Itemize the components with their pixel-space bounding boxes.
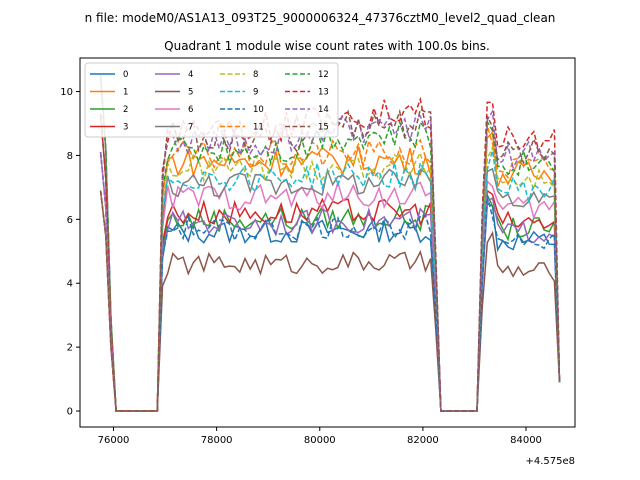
x-tick-label: 76000 xyxy=(98,435,130,446)
y-tick-label: 8 xyxy=(67,151,73,162)
series-line-1 xyxy=(99,113,561,412)
chart-title: Quadrant 1 module wise count rates with … xyxy=(164,39,490,53)
x-axis: 76000 78000 80000 82000 84000 xyxy=(98,427,542,446)
legend-label-8: 8 xyxy=(253,70,258,80)
figure-suptitle: n file: modeM0/AS1A13_093T25_9000006324_… xyxy=(85,11,556,25)
series-line-5 xyxy=(99,113,561,412)
legend-label-2: 2 xyxy=(123,105,128,115)
legend-label-13: 13 xyxy=(318,88,329,98)
x-tick-label: 82000 xyxy=(407,435,439,446)
x-offset-label: +4.575e8 xyxy=(525,456,575,467)
legend-label-3: 3 xyxy=(123,123,128,133)
legend-label-12: 12 xyxy=(318,70,329,80)
series-line-10 xyxy=(99,152,561,412)
legend-label-9: 9 xyxy=(253,88,258,98)
x-tick-label: 78000 xyxy=(201,435,233,446)
legend-label-15: 15 xyxy=(318,123,329,133)
series-line-4 xyxy=(99,75,561,412)
legend-label-5: 5 xyxy=(188,88,193,98)
axes-frame xyxy=(79,57,576,428)
y-tick-label: 2 xyxy=(67,343,73,354)
y-axis: 0 2 4 6 8 10 xyxy=(60,87,80,418)
legend-label-10: 10 xyxy=(253,105,264,115)
y-tick-label: 10 xyxy=(60,87,73,98)
legend-box xyxy=(84,62,339,138)
legend-label-1: 1 xyxy=(123,88,128,98)
legend-label-6: 6 xyxy=(188,105,193,115)
legend-label-11: 11 xyxy=(253,123,264,133)
series-line-13 xyxy=(99,96,561,412)
y-tick-label: 4 xyxy=(67,279,73,290)
series-line-9 xyxy=(99,113,561,412)
x-tick-label: 80000 xyxy=(304,435,336,446)
y-tick-label: 0 xyxy=(67,407,73,418)
series-line-7 xyxy=(99,167,561,412)
series-line-6 xyxy=(99,152,561,412)
legend-label-4: 4 xyxy=(188,70,193,80)
legend-label-0: 0 xyxy=(123,70,128,80)
y-tick-label: 6 xyxy=(67,215,73,226)
legend-label-14: 14 xyxy=(318,105,329,115)
legend-label-7: 7 xyxy=(188,123,193,133)
x-tick-label: 84000 xyxy=(510,435,542,446)
